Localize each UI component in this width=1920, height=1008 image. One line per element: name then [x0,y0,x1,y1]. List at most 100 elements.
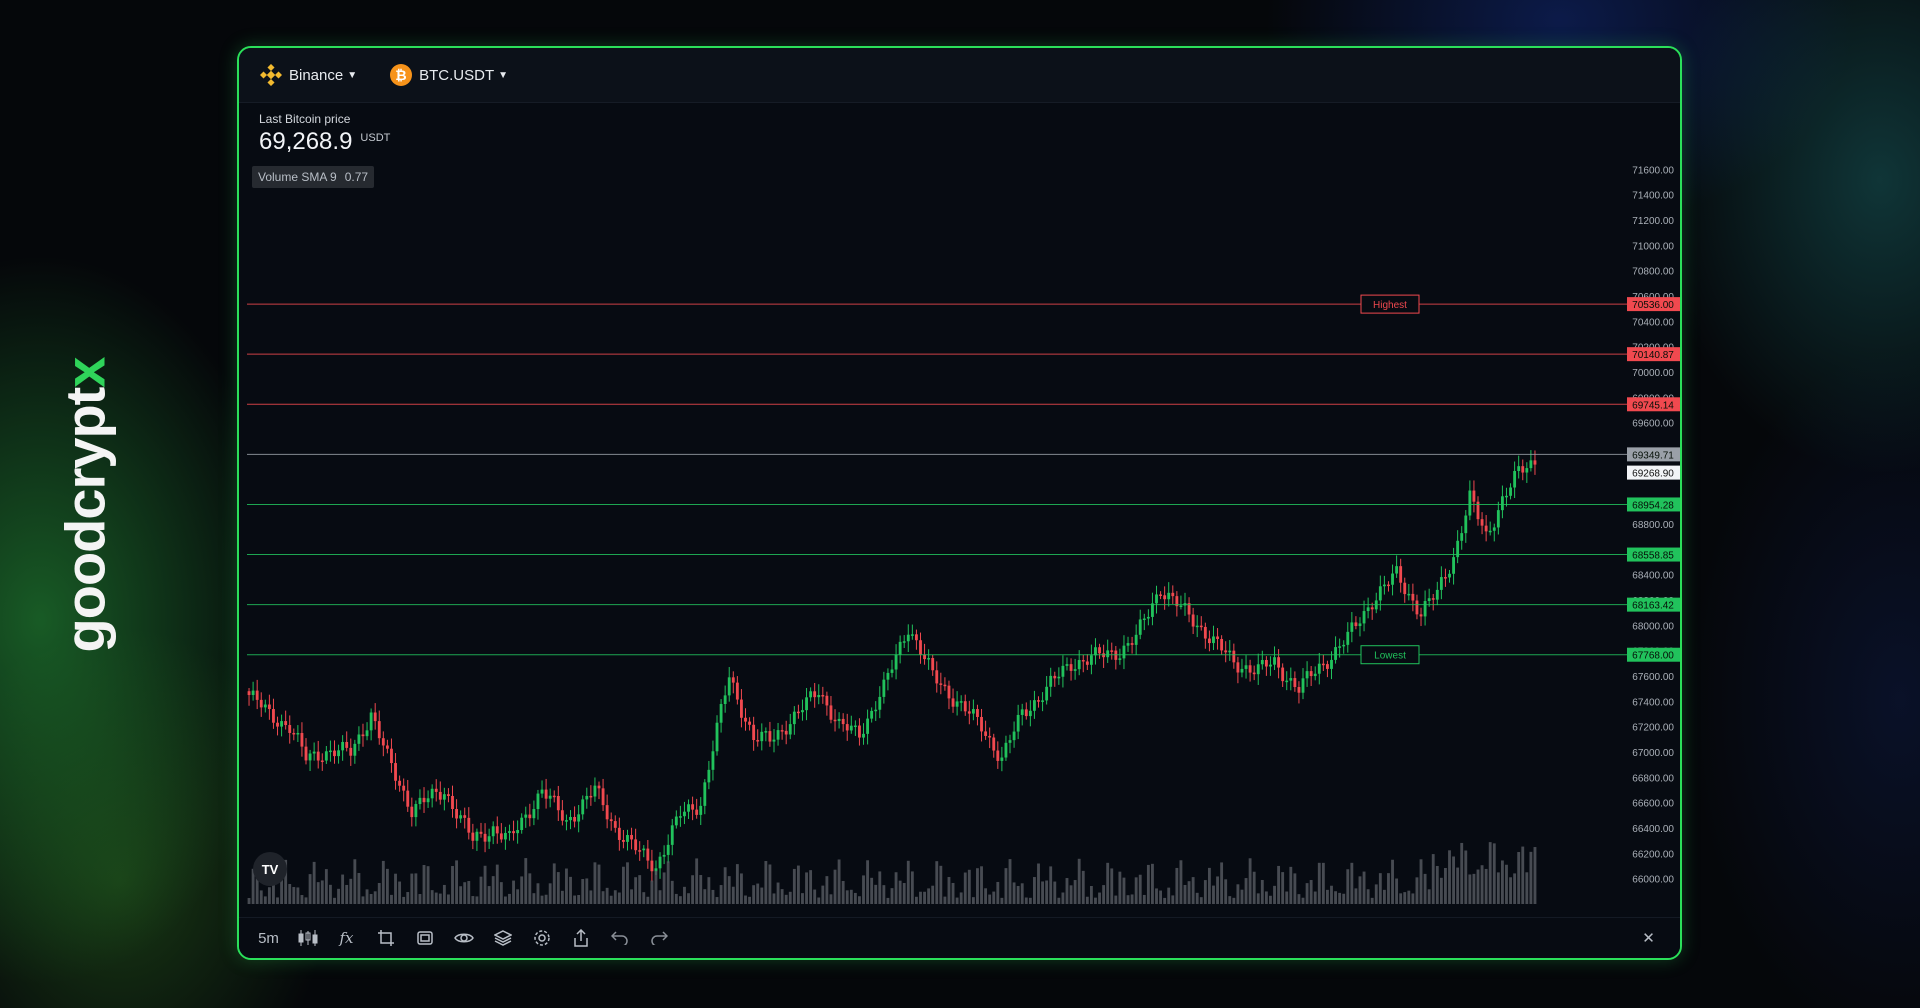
legend-label: Volume SMA 9 [258,170,337,184]
volume-bar [1460,842,1464,904]
volume-bar [1151,863,1154,904]
volume-bar [1138,874,1142,904]
candles-icon[interactable] [288,923,327,953]
volume-bar [833,869,837,904]
volume-bar [955,897,959,904]
volume-bar [1269,895,1272,904]
volume-bar [1171,895,1175,904]
exchange-selector[interactable]: Binance ▼ [249,57,367,93]
volume-bar [626,862,629,904]
volume-bar [1057,897,1061,904]
candle-body [1277,657,1281,668]
candle-body [1085,661,1089,665]
volume-bar [825,876,829,904]
volume-bar [849,889,853,904]
candle-body [894,654,898,670]
volume-bar [349,878,353,904]
candle-body [426,798,430,803]
volume-bar [410,873,414,904]
candle-body [1138,619,1142,635]
volume-bar [768,864,772,904]
volume-bar [980,866,983,904]
candle-body [544,789,548,799]
volume-bar [1362,871,1366,904]
price-chart[interactable]: 71600.00 71400.00 71200.00 71000.00 70800.00… [239,48,1680,958]
candle-body [304,746,308,761]
candle-body [1370,607,1374,610]
y-tick-label: 66800.00 [1632,773,1674,784]
candle-body [1403,582,1407,595]
volume-bar [1301,897,1305,904]
volume-bar [369,894,373,904]
candle-body [1472,490,1476,502]
candle-body [1366,607,1370,612]
volume-bar [683,886,686,904]
volume-sma-legend[interactable]: Volume SMA 9 0.77 [252,166,375,188]
fx-icon[interactable]: fx [339,929,354,947]
eye-icon[interactable] [444,923,483,953]
candle-body [1240,668,1244,673]
trading-widget: 71600.00 71400.00 71200.00 71000.00 70800.00… [237,46,1682,960]
volume-bar [1256,893,1260,904]
close-icon[interactable]: ✕ [1642,930,1655,947]
volume-bar [544,894,548,904]
bitcoin-icon: ₿ [389,63,413,87]
volume-bar [459,886,463,904]
redo-icon[interactable] [639,923,678,953]
candle-body [1513,471,1517,488]
volume-bar [817,897,821,904]
candle-body [1521,466,1525,473]
candle-body [963,701,967,712]
candle-body [886,672,890,680]
volume-bar [296,887,300,904]
candle-body [703,782,707,806]
crop-icon[interactable] [366,923,405,953]
candle-body [487,836,491,842]
candle-body [1468,490,1472,516]
candle-body [1207,638,1211,644]
share-icon[interactable] [561,923,600,953]
exchange-label: Binance [289,66,344,84]
volume-bar [324,869,328,904]
candle-body [296,732,300,735]
candle-body [805,697,808,711]
candle-body [1273,657,1276,665]
tradingview-logo[interactable]: TV [253,852,287,886]
screenshot-icon[interactable] [405,923,444,953]
volume-bar [1313,891,1317,904]
pair-selector[interactable]: ₿ BTC.USDT ▼ [379,57,518,93]
candle-body [666,844,670,855]
undo-icon[interactable] [600,923,639,953]
brand-text-main: goodcrypt [53,387,117,653]
volume-bar [805,872,808,904]
candle-body [1041,700,1044,702]
volume-bar [548,883,552,904]
volume-bar [308,874,312,904]
gear-icon[interactable] [522,923,561,953]
volume-bar [414,873,418,904]
candle-body [373,712,377,722]
price-level-badge [1627,347,1680,362]
volume-bar [1085,896,1089,904]
candle-body [1155,594,1158,604]
candle-body [756,740,760,742]
volume-bar [617,892,621,904]
layers-icon[interactable] [483,923,522,953]
volume-bar [1419,859,1423,904]
volume-bar [536,883,540,904]
volume-bar [394,873,397,904]
candle-body [1008,740,1012,743]
volume-bar [447,894,450,904]
interval-button[interactable]: 5m [258,929,279,947]
candle-body [263,704,267,708]
volume-bar [276,897,279,904]
candle-body [642,848,646,851]
volume-bar [1016,885,1020,904]
volume-bar [634,877,638,904]
volume-bar [1028,897,1032,904]
volume-bar [1317,862,1321,904]
volume-bar [951,882,955,904]
volume-bar [565,868,568,904]
volume-bar [703,889,707,904]
candle-body [597,785,601,789]
